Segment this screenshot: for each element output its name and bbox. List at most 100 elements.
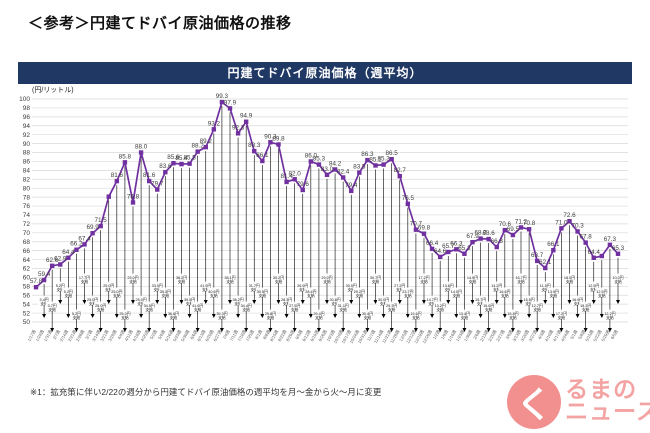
svg-text:14.2円支給: 14.2円支給 [491, 284, 502, 292]
svg-text:6/5週: 6/5週 [609, 328, 620, 341]
svg-text:84: 84 [23, 168, 31, 175]
svg-text:100: 100 [19, 96, 30, 103]
svg-text:69.8: 69.8 [418, 225, 431, 232]
svg-text:88: 88 [23, 150, 31, 157]
svg-text:3.7円支給: 3.7円支給 [48, 304, 57, 312]
svg-text:13.6円支給: 13.6円支給 [443, 284, 454, 292]
svg-text:86.5: 86.5 [386, 150, 399, 157]
svg-text:85.3: 85.3 [377, 156, 390, 163]
svg-text:64: 64 [23, 257, 31, 264]
svg-text:64.6: 64.6 [434, 248, 447, 255]
svg-text:8/8週: 8/8週 [261, 328, 272, 341]
svg-text:25.0円支給: 25.0円支給 [95, 304, 106, 312]
svg-text:85.6: 85.6 [167, 154, 180, 161]
svg-text:88.2: 88.2 [192, 143, 205, 150]
svg-text:89.8: 89.8 [272, 135, 285, 142]
svg-text:56: 56 [23, 292, 31, 299]
svg-text:23.7円支給: 23.7円支給 [402, 290, 413, 298]
svg-text:72.6: 72.6 [563, 212, 576, 219]
logo-text-line2: ニュース [565, 399, 650, 425]
page-title: ＜参考＞円建てドバイ原油価格の推移 [28, 15, 292, 32]
svg-text:15.8円支給: 15.8円支給 [507, 312, 518, 320]
svg-text:30.5円支給: 30.5円支給 [257, 290, 268, 298]
svg-text:76.5: 76.5 [402, 195, 415, 202]
svg-text:64.4: 64.4 [62, 249, 75, 256]
svg-text:14.0円支給: 14.0円支給 [451, 290, 462, 298]
svg-text:26.9円支給: 26.9円支給 [297, 284, 308, 292]
chart-panel: 円建てドバイ原油価格（週平均） 100 98 96 94 92 90 88 86 84 82 80 7… [18, 62, 632, 374]
svg-text:88.0: 88.0 [135, 144, 148, 151]
svg-text:58: 58 [23, 284, 31, 291]
svg-text:92.3: 92.3 [232, 124, 245, 131]
logo-text: るまの ニュース [565, 379, 650, 425]
svg-text:68.7: 68.7 [474, 230, 487, 237]
svg-text:93.2: 93.2 [208, 120, 221, 127]
svg-text:11.5円支給: 11.5円支給 [540, 284, 551, 292]
svg-text:30.4円支給: 30.4円支給 [362, 312, 373, 320]
svg-text:12.5円支給: 12.5円支給 [596, 290, 607, 298]
svg-text:71.5: 71.5 [95, 217, 108, 224]
svg-text:29.8円支給: 29.8円支給 [265, 312, 276, 320]
svg-text:30.0円支給: 30.0円支給 [378, 298, 389, 306]
svg-text:62.1: 62.1 [539, 259, 552, 266]
svg-text:79.7: 79.7 [151, 181, 164, 188]
svg-text:60: 60 [23, 275, 31, 282]
svg-text:64.4: 64.4 [588, 249, 601, 256]
svg-text:88.3: 88.3 [248, 142, 261, 149]
svg-text:17.2円支給: 17.2円支給 [556, 312, 567, 320]
svg-text:66.8: 66.8 [491, 238, 504, 245]
svg-text:4/4週: 4/4週 [116, 328, 127, 341]
svg-text:16.5円支給: 16.5円支給 [523, 298, 534, 306]
svg-text:82.7: 82.7 [394, 167, 407, 174]
logo-icon: く [507, 375, 562, 429]
svg-text:94.9: 94.9 [240, 113, 253, 120]
svg-text:29.2円支給: 29.2円支給 [354, 290, 365, 298]
svg-text:(円/リットル): (円/リットル) [32, 86, 74, 94]
svg-text:38.1円支給: 38.1円支給 [224, 276, 235, 284]
svg-text:12.7円支給: 12.7円支給 [532, 304, 543, 312]
svg-text:76: 76 [23, 203, 31, 210]
svg-text:13.4円支給: 13.4円支給 [459, 312, 470, 320]
svg-text:13.9円支給: 13.9円支給 [548, 290, 559, 298]
svg-text:83.6: 83.6 [159, 163, 172, 170]
svg-text:8/1週: 8/1週 [253, 328, 264, 341]
svg-text:41.9円支給: 41.9円支給 [200, 284, 211, 292]
svg-text:97.9: 97.9 [224, 99, 237, 106]
svg-text:3/6週: 3/6週 [504, 328, 515, 341]
svg-text:5.2円支給: 5.2円支給 [64, 290, 73, 298]
svg-text:30.8円支給: 30.8円支給 [329, 298, 340, 306]
svg-text:66.3: 66.3 [450, 240, 463, 247]
svg-text:70: 70 [23, 230, 31, 237]
svg-text:3/7週: 3/7週 [83, 328, 94, 341]
svg-text:16.7円支給: 16.7円支給 [515, 276, 526, 284]
svg-text:1/9週: 1/9週 [439, 328, 450, 341]
svg-text:15.7円支給: 15.7円支給 [475, 298, 486, 306]
svg-text:28.3円支給: 28.3円支給 [281, 298, 292, 306]
svg-text:71.2: 71.2 [515, 218, 528, 225]
svg-text:13.2円支給: 13.2円支給 [435, 304, 446, 312]
svg-text:85.8: 85.8 [119, 153, 132, 160]
svg-text:5/9週: 5/9週 [156, 328, 167, 341]
svg-text:66: 66 [23, 248, 31, 255]
svg-text:25.0円支給: 25.0円支給 [103, 284, 114, 292]
svg-text:74: 74 [23, 212, 31, 219]
svg-text:16.6円支給: 16.6円支給 [499, 290, 510, 298]
svg-text:62.6: 62.6 [46, 257, 59, 264]
svg-text:40.6円支給: 40.6円支給 [208, 290, 219, 298]
svg-text:83.5: 83.5 [353, 164, 366, 171]
svg-text:5/1週: 5/1週 [568, 328, 579, 341]
svg-text:15.6円支給: 15.6円支給 [483, 304, 494, 312]
logo-icon-glyph: く [516, 385, 553, 426]
svg-text:99.3: 99.3 [216, 93, 229, 100]
svg-text:16.9円支給: 16.9円支給 [572, 298, 583, 306]
svg-text:67.4: 67.4 [78, 235, 91, 242]
svg-text:62.9: 62.9 [54, 255, 67, 262]
footnote: ※1：拡充策に伴い2/22の週分から円建てドバイ原油価格の週平均を月～金から火～… [30, 387, 382, 397]
svg-text:65.7: 65.7 [442, 243, 455, 250]
svg-text:2/7週: 2/7週 [51, 328, 62, 341]
svg-text:94: 94 [23, 123, 31, 130]
svg-text:72: 72 [23, 221, 31, 228]
svg-text:68.6: 68.6 [483, 230, 496, 237]
